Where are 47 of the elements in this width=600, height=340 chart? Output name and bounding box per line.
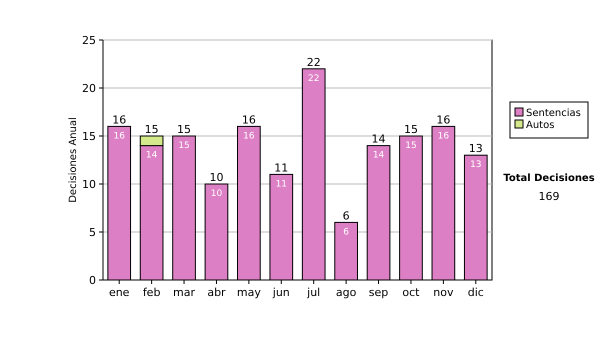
total-label: 15 [404,123,418,136]
total-label: 14 [372,132,386,146]
legend-label: Sentencias [526,108,581,119]
total-label: 6 [342,209,350,222]
data-label: 15 [405,141,417,151]
x-tick-label: abr [207,286,226,299]
y-tick-label: 0 [89,274,96,287]
x-tick-label: mar [173,286,196,299]
data-label: 16 [438,131,450,142]
data-label: 16 [243,131,255,142]
x-tick-label: ago [336,286,357,299]
data-label: 16 [113,131,126,142]
y-tick-label: 10 [82,178,96,191]
data-label: 15 [178,141,190,151]
text: 169 [538,190,560,203]
total-label: 11 [274,161,288,174]
total-label: 13 [468,142,483,156]
x-tick-label: jul [306,286,320,299]
total-label: 15 [177,123,192,136]
text: Total Decisiones [503,173,595,184]
data-label: 14 [146,150,158,161]
data-label: 22 [308,74,320,84]
total-label: 15 [144,123,159,136]
y-tick-label: 25 [82,34,96,47]
x-tick-label: nov [433,286,454,299]
x-tick-label: may [236,286,262,299]
x-tick-label: jun [272,286,290,299]
total-label: 16 [112,113,126,126]
x-tick-label: oct [402,286,420,299]
y-tick-label: 5 [89,226,96,239]
legend-label: Autos [526,120,554,131]
data-label: 11 [276,179,288,190]
x-tick-label: feb [142,286,160,299]
x-tick-label: dic [468,286,484,299]
y-tick-label: 20 [82,82,96,95]
data-label: 6 [343,227,350,238]
x-tick-label: ene [108,286,130,299]
total-label: 22 [306,56,321,69]
total-label: 16 [242,113,256,126]
data-label: 13 [470,160,482,170]
x-tick-label: sep [368,286,388,299]
total-label: 10 [209,171,224,184]
data-label: 14 [372,150,385,161]
y-axis-title: Decisiones Anual [68,117,79,203]
y-tick-label: 15 [82,130,96,143]
total-label: 16 [436,113,450,126]
data-label: 10 [210,189,222,199]
